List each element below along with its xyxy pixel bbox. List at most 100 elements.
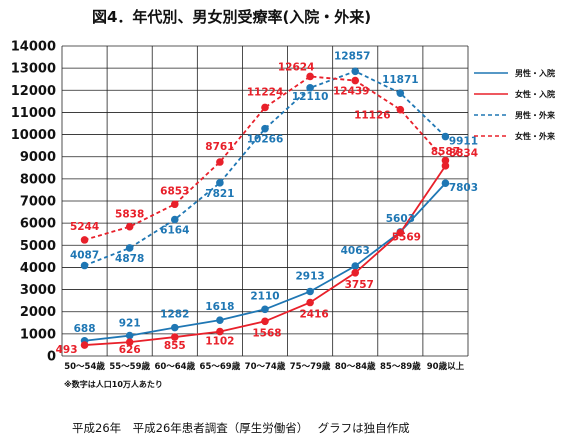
data-point — [261, 103, 269, 112]
y-tick-label: 13000 — [11, 62, 56, 77]
y-tick-label: 2000 — [20, 305, 56, 320]
x-tick-label: 70～74歳 — [245, 361, 286, 372]
y-tick-label: 7000 — [20, 195, 56, 210]
data-point — [396, 228, 405, 237]
y-tick-label: 0 — [47, 350, 56, 365]
y-tick-label: 3000 — [20, 283, 56, 298]
y-tick-label: 5000 — [20, 239, 56, 254]
data-label: 5244 — [70, 221, 99, 233]
data-point — [125, 338, 134, 346]
data-point — [441, 179, 450, 188]
data-label: 4087 — [70, 250, 99, 262]
data-label: 11126 — [354, 110, 391, 122]
data-label: 9911 — [449, 136, 478, 148]
data-label: 855 — [164, 340, 186, 352]
data-label: 1568 — [252, 327, 281, 339]
source-footer: 平成26年 平成26年患者調査（厚生労働省） グラフは独自作成 — [72, 421, 410, 435]
chart-note: ※数字は人口10万人あたり — [64, 379, 163, 389]
x-tick-label: 65～69歳 — [200, 361, 241, 372]
y-tick-label: 12000 — [11, 84, 56, 99]
y-tick-label: 1000 — [20, 327, 56, 342]
data-labels: 688 921 1282 1618 2110 2913 4063 5603 7803 493 626… — [56, 50, 478, 356]
y-tick-label: 9000 — [20, 150, 56, 165]
y-tick-label: 11000 — [11, 106, 56, 121]
data-label: 7803 — [449, 182, 478, 194]
y-axis: 0 1000 2000 3000 4000 5000 6000 7000 8000 9000 100… — [11, 40, 56, 365]
data-point — [170, 323, 179, 332]
y-tick-label: 8000 — [20, 172, 56, 187]
data-label: 8587 — [431, 146, 460, 158]
data-point — [216, 327, 224, 336]
x-tick-label: 85～89歳 — [380, 361, 421, 372]
x-tick-label: 80～84歳 — [335, 361, 376, 372]
data-point — [351, 67, 360, 76]
x-axis: 50～54歳 55～59歳 60～64歳 65～69歳 70～74歳 75～79歳 80～8… — [64, 361, 464, 372]
data-label: 10266 — [247, 134, 284, 146]
data-label: 8834 — [449, 147, 478, 159]
legend-label: 男性・外来 — [515, 110, 556, 120]
data-label: 7821 — [205, 188, 234, 200]
data-label: 3757 — [345, 279, 374, 291]
data-point — [261, 305, 269, 314]
data-point — [170, 215, 179, 224]
data-label: 626 — [119, 344, 141, 356]
data-point — [396, 89, 405, 97]
data-point — [351, 262, 360, 270]
data-point — [306, 84, 314, 92]
legend-label: 女性・外来 — [515, 131, 556, 141]
x-tick-label: 55～59歳 — [109, 361, 150, 372]
data-point — [306, 287, 314, 296]
data-label: 688 — [74, 323, 96, 335]
data-label: 1282 — [160, 309, 189, 321]
series-line — [84, 75, 447, 241]
series-line — [84, 70, 447, 267]
data-point — [80, 261, 89, 270]
chart-title: 図4．年代別、男女別受療率(入院・外来) — [92, 8, 371, 26]
data-label: 11871 — [382, 74, 419, 86]
data-label: 12110 — [292, 91, 329, 103]
data-label: 2110 — [250, 290, 279, 302]
y-tick-label: 10000 — [11, 128, 56, 143]
data-label: 4063 — [341, 245, 370, 257]
data-point — [261, 124, 269, 133]
data-point — [351, 269, 360, 277]
data-label: 921 — [119, 318, 141, 330]
data-label: 493 — [56, 344, 78, 356]
y-tick-label: 6000 — [20, 217, 56, 232]
data-label: 5569 — [392, 232, 421, 244]
data-point — [80, 341, 89, 349]
data-point — [125, 331, 134, 340]
data-point — [216, 158, 224, 166]
x-tick-label: 60～64歳 — [154, 361, 195, 372]
data-point — [170, 333, 179, 341]
data-point — [170, 200, 179, 209]
data-point — [216, 316, 224, 324]
data-label: 6853 — [160, 185, 189, 197]
data-point — [306, 72, 314, 81]
x-tick-label: 50～54歳 — [64, 361, 105, 372]
data-label: 6164 — [160, 225, 189, 237]
series-points — [80, 67, 450, 349]
legend-label: 女性・入院 — [515, 89, 555, 99]
data-label: 8761 — [205, 141, 234, 153]
data-label: 5838 — [115, 209, 144, 221]
data-label: 12624 — [278, 61, 315, 73]
data-label: 12439 — [333, 86, 370, 98]
x-tick-label: 75～79歳 — [290, 361, 331, 372]
data-point — [216, 179, 224, 187]
data-label: 2913 — [295, 270, 324, 282]
legend-label: 男性・入院 — [515, 68, 555, 78]
data-point — [125, 244, 134, 252]
y-tick-label: 14000 — [11, 40, 56, 55]
data-label: 1102 — [205, 336, 234, 348]
data-label: 12857 — [334, 50, 371, 62]
data-point — [306, 298, 314, 307]
data-label: 5603 — [386, 213, 415, 225]
data-label: 4878 — [115, 253, 144, 265]
data-point — [441, 162, 450, 170]
x-tick-label: 90歳以上 — [427, 361, 465, 372]
data-point — [441, 156, 450, 165]
data-label: 11224 — [247, 86, 284, 98]
